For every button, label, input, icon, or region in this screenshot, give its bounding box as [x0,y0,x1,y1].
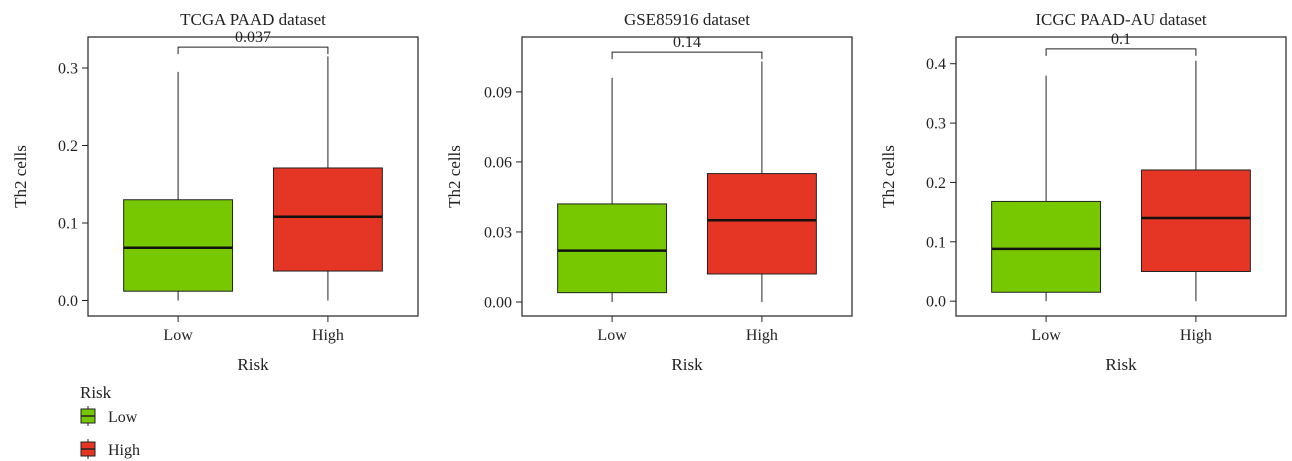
y-tick-label: 0.2 [58,138,78,155]
y-tick-label: 0.1 [58,216,78,233]
y-axis-label: Th2 cells [879,145,898,208]
box-body [123,199,234,292]
y-tick-label: 0.4 [926,56,946,73]
y-tick-label: 0.00 [484,294,512,311]
box-low [557,77,668,302]
y-tick-label: 0.09 [484,84,512,101]
y-axis-label: Th2 cells [445,145,464,208]
significance-bracket [1045,48,1197,56]
legend-label-high: High [108,442,140,459]
p-value-label: 0.1 [1111,31,1131,48]
panel-2: GSE85916 dataset 0.00 0.03 0.06 0.09 Th2 cell… [445,10,853,374]
x-tick-label: Low [1031,327,1061,344]
box-body [991,200,1102,293]
x-axis-label: Risk [671,355,703,374]
x-axis-label: Risk [1105,355,1137,374]
panel-1: TCGA PAAD dataset 0.0 0.1 0.2 0.3 Th2 cells Lo… [11,10,419,374]
x-tick-label: High [746,327,778,344]
x-tick-label: Low [597,327,627,344]
panel-title: TCGA PAAD dataset [180,10,326,29]
box-body [557,203,668,294]
box-high [706,61,817,302]
p-value-label: 0.14 [673,34,701,51]
y-tick-label: 0.03 [484,224,512,241]
x-tick-label: High [1180,327,1212,344]
panels: TCGA PAAD dataset 0.0 0.1 0.2 0.3 Th2 cells Lo… [11,10,1287,374]
legend-title: Risk [80,383,112,402]
legend: Risk Low High [80,383,140,459]
box-high [272,56,383,301]
y-tick-label: 0.2 [926,175,946,192]
y-tick-label: 0.0 [58,293,78,310]
panel-title: ICGC PAAD-AU dataset [1035,10,1207,29]
plot-frame [521,36,853,317]
legend-item-low: Low [80,406,138,426]
significance-bracket [611,51,763,60]
plot-frame [955,36,1287,317]
panel-3: ICGC PAAD-AU dataset 0.0 0.1 0.2 0.3 0.4 Th2 c… [879,10,1287,374]
y-axis-label: Th2 cells [11,145,30,208]
box-body [272,167,383,272]
p-value-label: 0.037 [235,29,271,46]
legend-label-low: Low [108,409,138,426]
box-high [1140,60,1251,302]
box-low [123,71,234,301]
x-tick-label: High [312,327,344,344]
legend-item-high: High [80,439,140,459]
y-tick-label: 0.3 [58,61,78,78]
box-body [1140,169,1251,272]
y-tick-label: 0.0 [926,294,946,311]
y-tick-label: 0.06 [484,154,512,171]
x-tick-label: Low [163,327,193,344]
x-axis-label: Risk [237,355,269,374]
box-body [706,173,817,275]
significance-bracket [177,46,329,55]
box-low [991,75,1102,302]
panel-title: GSE85916 dataset [624,10,750,29]
plot-frame [87,36,419,317]
y-tick-label: 0.3 [926,116,946,133]
y-tick-label: 0.1 [926,234,946,251]
